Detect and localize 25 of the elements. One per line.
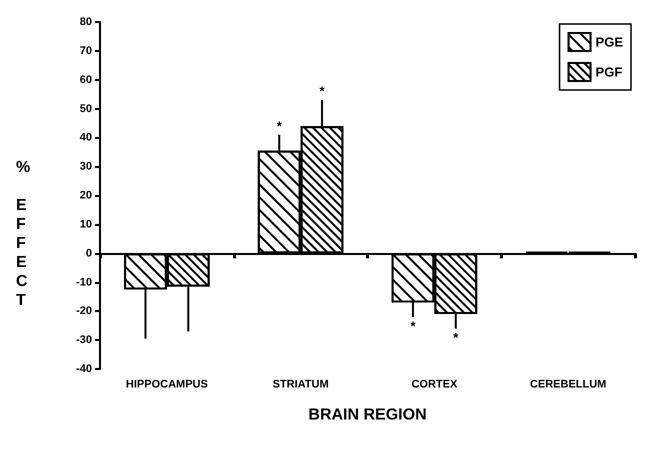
data-label: * <box>453 330 460 346</box>
y-tick-label: -20 <box>76 305 92 318</box>
x-tick-label: HIPPOCAMPUS <box>126 378 208 390</box>
legend-label: PGE <box>596 34 624 50</box>
y-tick-label: 10 <box>80 218 92 230</box>
y-tick-label: -30 <box>76 334 92 346</box>
y-tick-label: 20 <box>80 190 92 202</box>
y-tick-label: 60 <box>80 74 92 86</box>
y-tick-label: 40 <box>80 132 92 144</box>
x-tick-label: CEREBELLUM <box>530 378 606 390</box>
y-tick-label: -10 <box>76 276 92 288</box>
x-tick-label: CORTEX <box>411 378 458 390</box>
y-tick-label: -40 <box>76 363 92 375</box>
y-tick-label: 30 <box>80 160 92 173</box>
text: % EFFECT <box>16 159 30 309</box>
data-label: * <box>276 118 283 134</box>
y-tick-label: 70 <box>80 44 92 57</box>
y-tick-label: 50 <box>80 102 92 115</box>
y-tick-label: 0 <box>86 247 92 260</box>
y-tick-label: 80 <box>80 16 92 28</box>
legend-label: PGF <box>596 64 622 80</box>
x-tick-label: STRIATUM <box>272 378 329 390</box>
data-label: * <box>410 318 416 334</box>
x-axis-title: BRAIN REGION <box>308 406 427 424</box>
data-label: * <box>319 84 326 99</box>
